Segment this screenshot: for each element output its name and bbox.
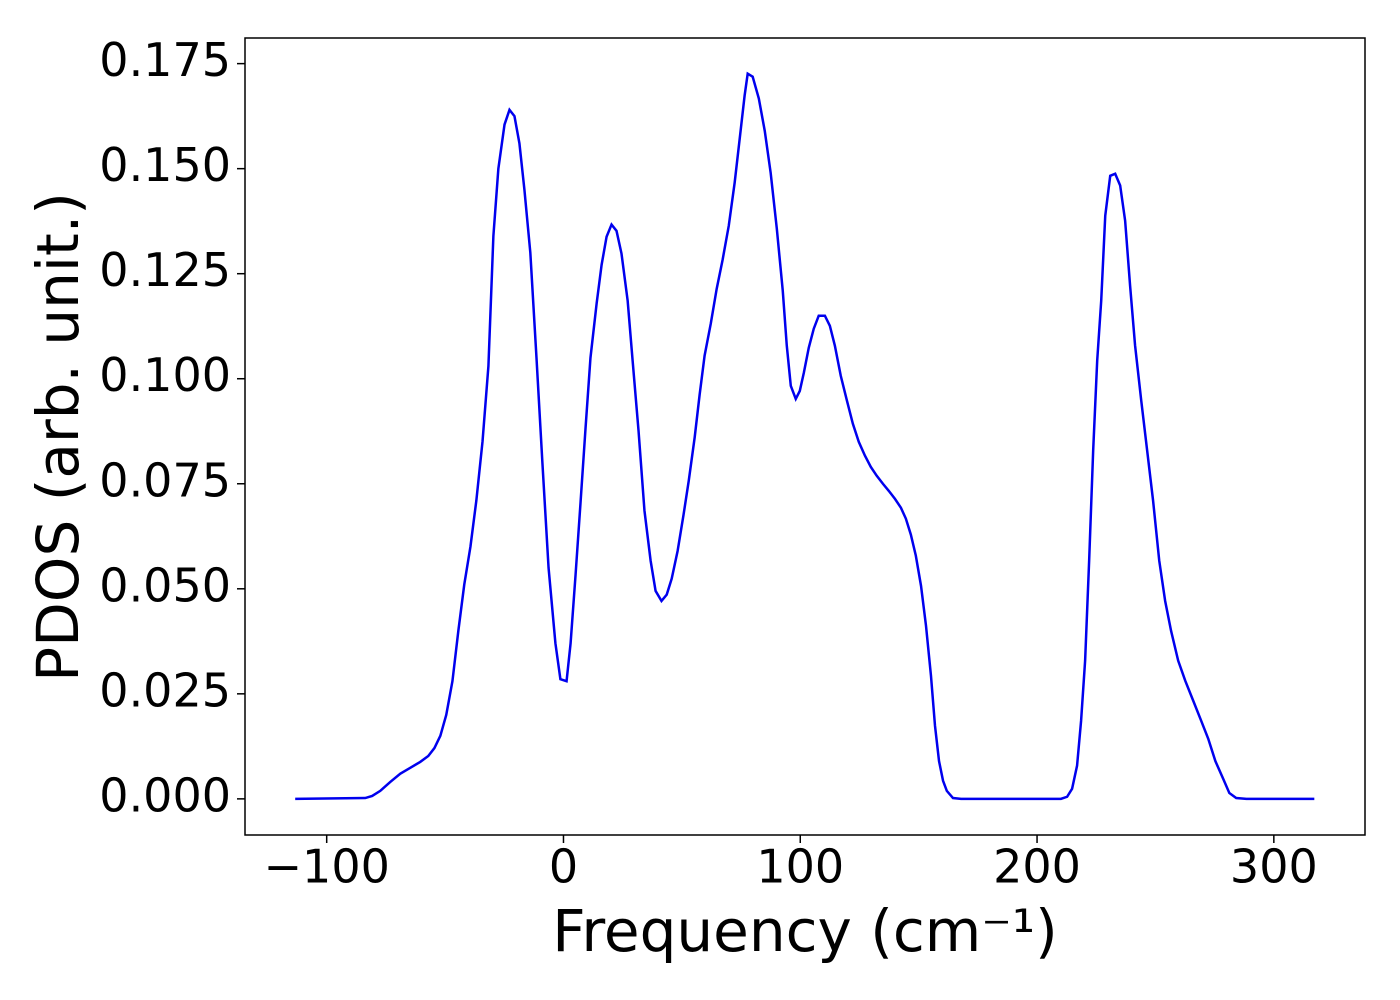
- x-tick-label: 300: [1230, 840, 1318, 894]
- data-line: [295, 71, 1315, 801]
- plot-frame: [244, 37, 1366, 836]
- x-tick-label: 200: [993, 840, 1081, 894]
- x-tick-label: 0: [549, 840, 578, 894]
- y-tick-label: 0.175: [99, 33, 231, 87]
- x-tick-label: −100: [264, 840, 390, 894]
- y-tick-label: 0.025: [99, 663, 231, 717]
- y-axis-label: PDOS (arb. unit.): [24, 192, 92, 682]
- y-tick-label: 0.150: [99, 138, 231, 192]
- y-tick-label: 0.125: [99, 243, 231, 297]
- y-tick-label: 0.000: [99, 768, 231, 822]
- y-tick-label: 0.050: [99, 558, 231, 612]
- x-tick-label: 100: [756, 840, 844, 894]
- y-tick-label: 0.100: [99, 348, 231, 402]
- y-tick-label: 0.075: [99, 453, 231, 507]
- x-axis-label: Frequency (cm⁻¹): [552, 897, 1058, 965]
